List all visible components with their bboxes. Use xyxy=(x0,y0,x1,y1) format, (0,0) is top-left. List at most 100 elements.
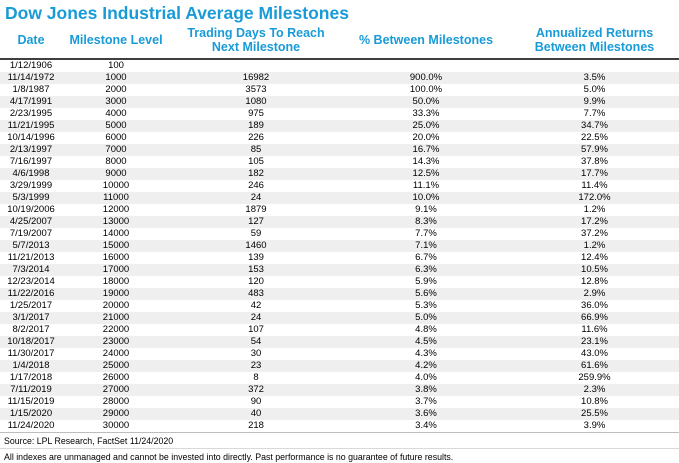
trading-days-cell: 8 xyxy=(253,371,259,383)
annualized-return-cell: 10.5% xyxy=(581,263,608,275)
trading-days-cell: 42 xyxy=(250,299,262,311)
annualized-return-cell: 37.8% xyxy=(581,155,608,167)
trading-days-cell: 246 xyxy=(248,179,264,191)
date-cell: 1/15/2020 xyxy=(9,407,53,419)
trading-days-cell: 54 xyxy=(250,335,262,347)
date-cell: 12/23/2014 xyxy=(7,275,55,287)
date-cell: 3/1/2017 xyxy=(12,311,50,323)
annualized-return-cell: 3.9% xyxy=(583,419,606,431)
table-row: 1/8/1987 2000 3573 100.0% 5.0% xyxy=(0,84,679,96)
date-cell: 11/24/2020 xyxy=(7,419,55,431)
trading-days-cell: 59 xyxy=(250,227,262,239)
table-row: 2/23/1995 4000 975 33.3% 7.7% xyxy=(0,108,679,120)
pct-between-cell: 4.3% xyxy=(415,347,437,359)
pct-between-cell: 7.1% xyxy=(415,239,437,251)
column-header-label-line1: Trading Days To Reach xyxy=(187,26,325,41)
table-row: 11/30/2017 24000 30 4.3% 43.0% xyxy=(0,348,679,360)
pct-between-cell: 3.4% xyxy=(415,419,437,431)
milestone-level-cell: 5000 xyxy=(105,119,127,131)
column-header-milestone-level: Milestone Level xyxy=(62,25,170,59)
annualized-return-cell: 25.5% xyxy=(581,407,608,419)
pct-between-cell: 8.3% xyxy=(415,215,437,227)
date-cell: 11/21/2013 xyxy=(7,251,55,263)
milestone-level-cell: 14000 xyxy=(102,227,130,239)
milestone-level-cell: 26000 xyxy=(102,371,130,383)
pct-between-cell xyxy=(342,59,510,72)
pct-between-cell: 3.6% xyxy=(415,407,437,419)
annualized-return-cell: 7.7% xyxy=(583,107,606,119)
date-cell: 1/17/2018 xyxy=(9,371,53,383)
milestone-level-cell: 13000 xyxy=(102,215,130,227)
table-row: 12/23/2014 18000 120 5.9% 12.8% xyxy=(0,276,679,288)
annualized-return-cell: 22.5% xyxy=(581,131,608,143)
pct-between-cell: 12.5% xyxy=(412,167,440,179)
trading-days-cell: 182 xyxy=(248,167,264,179)
trading-days-cell: 226 xyxy=(248,131,264,143)
table-row: 2/13/1997 7000 85 16.7% 57.9% xyxy=(0,143,679,156)
table-header: Date Milestone Level Trading Days To Rea… xyxy=(0,25,679,59)
table-row: 1/17/2018 26000 8 4.0% 259.9% xyxy=(0,372,679,384)
date-cell: 7/3/2014 xyxy=(12,263,50,275)
trading-days-cell: 218 xyxy=(248,419,264,431)
trading-days-cell: 139 xyxy=(248,251,264,263)
date-cell: 1/25/2017 xyxy=(9,299,53,311)
table-row: 5/3/1999 11000 24 10.0% 172.0% xyxy=(0,191,679,204)
pct-between-cell: 6.3% xyxy=(415,263,437,275)
date-cell: 7/19/2007 xyxy=(9,227,53,239)
date-cell: 1/8/1987 xyxy=(12,83,50,95)
annualized-return-cell: 57.9% xyxy=(581,143,608,155)
trading-days-cell: 85 xyxy=(250,143,262,155)
table-row: 10/14/1996 6000 226 20.0% 22.5% xyxy=(0,132,679,144)
milestone-level-cell: 1000 xyxy=(105,71,127,83)
pct-between-cell: 14.3% xyxy=(412,155,440,167)
table-body: 1/12/1906 100 11/14/1972 1000 16982 900.0% 3.5… xyxy=(0,59,679,433)
date-cell: 5/3/1999 xyxy=(12,191,50,203)
annualized-return-cell: 9.9% xyxy=(583,95,606,107)
trading-days-cell: 107 xyxy=(248,323,264,335)
table-row: 11/14/1972 1000 16982 900.0% 3.5% xyxy=(0,71,679,84)
milestone-level-cell: 22000 xyxy=(102,323,130,335)
table-row: 8/2/2017 22000 107 4.8% 11.6% xyxy=(0,324,679,336)
annualized-return-cell: 43.0% xyxy=(581,347,608,359)
pct-between-cell: 5.3% xyxy=(415,299,437,311)
milestone-level-cell: 8000 xyxy=(105,155,127,167)
milestone-level-cell: 18000 xyxy=(102,275,130,287)
pct-between-cell: 33.3% xyxy=(412,107,440,119)
trading-days-cell: 1080 xyxy=(245,95,267,107)
pct-between-cell: 5.6% xyxy=(415,287,437,299)
table-row: 11/22/2016 19000 483 5.6% 2.9% xyxy=(0,287,679,300)
milestone-level-cell: 6000 xyxy=(105,131,127,143)
date-cell: 11/15/2019 xyxy=(7,395,55,407)
milestone-level-cell: 11000 xyxy=(103,191,129,203)
column-header-label: Milestone Level xyxy=(69,33,163,48)
table-row: 3/29/1999 10000 246 11.1% 11.4% xyxy=(0,180,679,192)
date-cell: 11/30/2017 xyxy=(7,347,55,359)
table-row: 1/15/2020 29000 40 3.6% 25.5% xyxy=(0,407,679,420)
trading-days-cell: 975 xyxy=(248,107,264,119)
annualized-return-cell: 172.0% xyxy=(578,191,611,203)
milestone-level-cell: 2000 xyxy=(105,83,127,95)
milestone-level-cell: 27000 xyxy=(102,383,130,395)
milestone-level-cell: 4000 xyxy=(105,107,127,119)
annualized-return-cell: 34.7% xyxy=(581,119,608,131)
trading-days-cell: 30 xyxy=(250,347,262,359)
table-row: 11/21/2013 16000 139 6.7% 12.4% xyxy=(0,252,679,264)
column-header-label-line2: Between Milestones xyxy=(534,40,655,54)
pct-between-cell: 11.1% xyxy=(412,179,440,191)
date-cell: 4/6/1998 xyxy=(12,167,50,179)
column-header-trading-days: Trading Days To Reach Next Milestone xyxy=(170,25,342,59)
date-cell: 5/7/2013 xyxy=(12,239,50,251)
table-row: 1/12/1906 100 xyxy=(0,59,679,72)
table-row: 1/4/2018 25000 23 4.2% 61.6% xyxy=(0,359,679,372)
date-cell: 11/21/1995 xyxy=(7,119,55,131)
milestone-level-cell: 16000 xyxy=(102,251,130,263)
pct-between-cell: 3.8% xyxy=(415,383,437,395)
date-cell: 11/22/2016 xyxy=(7,287,55,299)
table-row: 7/16/1997 8000 105 14.3% 37.8% xyxy=(0,156,679,168)
table-row: 5/7/2013 15000 1460 7.1% 1.2% xyxy=(0,239,679,252)
trading-days-cell: 16982 xyxy=(242,71,270,83)
trading-days-cell: 483 xyxy=(248,287,264,299)
date-cell: 7/16/1997 xyxy=(9,155,53,167)
annualized-return-cell: 12.8% xyxy=(581,275,608,287)
table-row: 3/1/2017 21000 24 5.0% 66.9% xyxy=(0,311,679,324)
